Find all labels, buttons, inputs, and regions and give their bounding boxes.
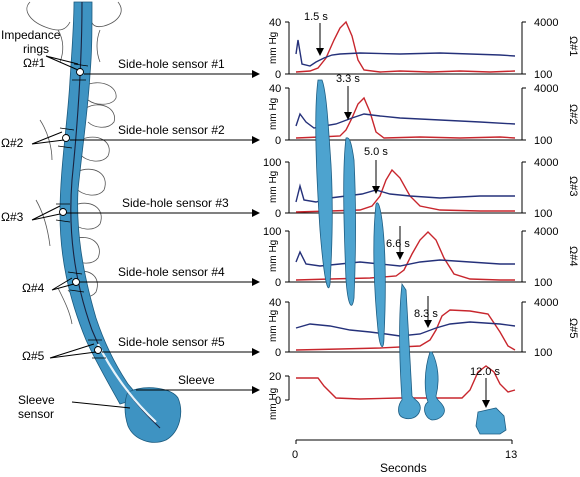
impedance-label-line2: rings — [23, 42, 49, 56]
ch1-rtick-bottom: 100 — [534, 69, 552, 81]
time-axis: 0 13 Seconds — [292, 439, 517, 475]
ch1-rtick-top: 4000 — [534, 17, 558, 29]
ch3-time: 5.0 s — [364, 146, 388, 158]
ch2-rtick-bottom: 100 — [534, 135, 552, 147]
sensor-label-2: Side-hole sensor #2 — [118, 123, 225, 137]
ch2-impedance-trace — [295, 112, 516, 129]
bolus-5 — [424, 351, 445, 421]
channel-3: 100 0 mm Hg 4000 100 Ω#3 5.0 s — [263, 146, 579, 220]
ch1-pressure-trace — [295, 20, 516, 73]
anatomy-illustration — [26, 1, 182, 443]
bolus-4 — [398, 282, 421, 420]
sleeve-ytick-top: 20 — [269, 371, 281, 383]
impedance-ring-3 — [59, 208, 67, 216]
ch1-impedance-trace — [295, 39, 516, 67]
ch3-ytick-top: 100 — [263, 157, 281, 169]
ch4-ytick-bottom: 0 — [275, 277, 281, 289]
ch2-time: 3.3 s — [336, 73, 360, 85]
ch2-right-label: Ω#2 — [567, 104, 579, 124]
x-tick-13: 13 — [505, 449, 517, 461]
ch4-rtick-bottom: 100 — [534, 277, 552, 289]
impedance-ring-1 — [76, 68, 84, 76]
ch5-ytick-bottom: 0 — [275, 347, 281, 359]
ring-label-4: Ω#4 — [22, 281, 45, 295]
stomach — [124, 387, 182, 443]
ring-label-3: Ω#3 — [1, 210, 24, 224]
bolus-6 — [475, 407, 507, 435]
sensor-label-1: Side-hole sensor #1 — [118, 57, 225, 71]
ch3-rtick-top: 4000 — [534, 157, 558, 169]
impedance-ring-4 — [72, 278, 80, 286]
impedance-ring-5 — [94, 346, 102, 354]
bolus-1 — [315, 79, 333, 289]
sensor-label-5: Side-hole sensor #5 — [118, 335, 225, 349]
ch3-yunit: mm Hg — [268, 171, 279, 203]
left-labels: Impedance rings Ω#1 Ω#2 Ω#3 Ω#4 Ω#5 Slee… — [1, 28, 131, 421]
impedance-label-line1: Impedance — [1, 28, 61, 42]
ch4-ytick-top: 100 — [263, 226, 281, 238]
sleeve-channel: 20 0 mm Hg 12.0 s — [268, 365, 516, 420]
sleeve-yunit: mm Hg — [268, 388, 279, 420]
ch4-rtick-top: 4000 — [534, 226, 558, 238]
channel-5: 40 0 mm Hg 4000 100 Ω#5 8.3 s — [268, 296, 579, 359]
ch1-ytick-bottom: 0 — [275, 69, 281, 81]
sensor-label-4: Side-hole sensor #4 — [118, 265, 225, 279]
ch5-rtick-bottom: 100 — [534, 347, 552, 359]
ch2-rtick-top: 4000 — [534, 83, 558, 95]
sleeve-pressure-trace — [296, 365, 516, 400]
channel-1: 40 0 mm Hg 4000 100 Ω#1 1.5 s — [268, 11, 579, 81]
sleeve-sensor-label-line2: sensor — [18, 407, 54, 421]
ch5-right-label: Ω#5 — [567, 318, 579, 338]
sleeve-sensor-label-line1: Sleeve — [18, 393, 55, 407]
ch1-ytick-top: 40 — [269, 17, 281, 29]
impedance-label-line3: Ω#1 — [23, 56, 46, 70]
ch4-right-label: Ω#4 — [567, 246, 579, 266]
ch3-rtick-bottom: 100 — [534, 208, 552, 220]
ch2-ytick-top: 40 — [269, 83, 281, 95]
sleeve-time: 12.0 s — [470, 366, 500, 378]
ch2-yunit: mm Hg — [268, 98, 279, 130]
ch5-pressure-trace — [295, 309, 516, 351]
ring-label-2: Ω#2 — [1, 136, 24, 150]
ch5-rtick-top: 4000 — [534, 297, 558, 309]
channel-4: 100 0 mm Hg 4000 100 Ω#4 6.6 s — [263, 226, 579, 289]
bolus-2 — [343, 137, 356, 306]
ch5-ytick-top: 40 — [269, 297, 281, 309]
ch3-ytick-bottom: 0 — [275, 208, 281, 220]
ch3-pressure-trace — [295, 168, 515, 213]
impedance-ring-2 — [62, 134, 70, 142]
bolus-3 — [373, 202, 386, 347]
ring-label-5: Ω#5 — [22, 349, 45, 363]
bolus-shapes — [315, 79, 507, 435]
sensor-label-3: Side-hole sensor #3 — [122, 196, 229, 210]
ch1-yunit: mm Hg — [268, 32, 279, 64]
ch5-yunit: mm Hg — [268, 310, 279, 342]
ch4-yunit: mm Hg — [268, 240, 279, 272]
channel-2: 40 0 mm Hg 4000 100 Ω#2 3.3 s — [268, 73, 579, 147]
ch2-pressure-trace — [295, 96, 516, 139]
ch1-right-label: Ω#1 — [567, 36, 579, 56]
x-tick-0: 0 — [292, 449, 298, 461]
sleeve-label: Sleeve — [178, 373, 215, 387]
sensor-arrows: Side-hole sensor #1 Side-hole sensor #2 … — [66, 57, 260, 394]
ch3-right-label: Ω#3 — [567, 176, 579, 196]
ch5-time: 8.3 s — [414, 308, 438, 320]
ch3-impedance-trace — [295, 183, 515, 203]
ch2-ytick-bottom: 0 — [275, 135, 281, 147]
sleeve-ytick-bottom: 0 — [275, 395, 281, 407]
x-axis-label: Seconds — [380, 461, 427, 475]
ch1-time: 1.5 s — [304, 11, 328, 23]
ch4-time: 6.6 s — [386, 238, 410, 250]
